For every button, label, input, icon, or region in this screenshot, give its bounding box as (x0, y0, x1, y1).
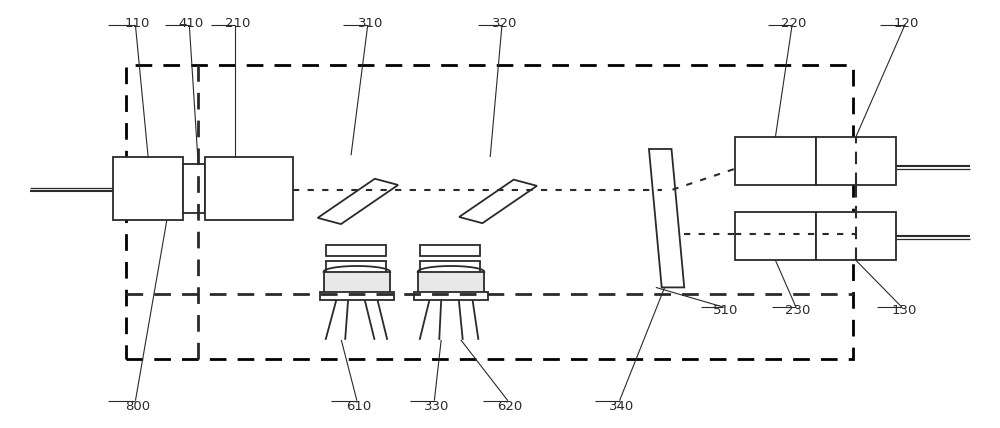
Text: 210: 210 (225, 17, 250, 30)
Text: 320: 320 (492, 17, 518, 30)
Text: 510: 510 (713, 304, 738, 317)
Bar (320, 292, 394, 300)
Polygon shape (459, 180, 537, 223)
Text: 230: 230 (785, 304, 811, 317)
Text: 620: 620 (497, 400, 522, 413)
Bar (414, 292, 488, 300)
Text: 120: 120 (894, 17, 919, 30)
Bar (735, 137, 816, 185)
Bar (326, 261, 386, 273)
Polygon shape (318, 179, 398, 224)
Bar (205, 158, 293, 220)
Bar (183, 163, 205, 213)
Bar (420, 261, 480, 273)
Polygon shape (649, 149, 684, 288)
Bar (324, 272, 390, 294)
Bar (126, 65, 853, 359)
Bar (420, 246, 480, 256)
Text: 800: 800 (125, 400, 150, 413)
Text: 310: 310 (358, 17, 383, 30)
Text: 340: 340 (609, 400, 634, 413)
Bar (816, 137, 896, 185)
Text: 130: 130 (891, 304, 916, 317)
Bar (735, 212, 816, 260)
Bar (816, 212, 896, 260)
Text: 220: 220 (781, 17, 807, 30)
Bar (113, 158, 183, 220)
Text: 410: 410 (179, 17, 204, 30)
Text: 610: 610 (346, 400, 372, 413)
Bar (326, 246, 386, 256)
Bar (418, 272, 484, 294)
Text: 330: 330 (424, 400, 449, 413)
Text: 110: 110 (125, 17, 150, 30)
